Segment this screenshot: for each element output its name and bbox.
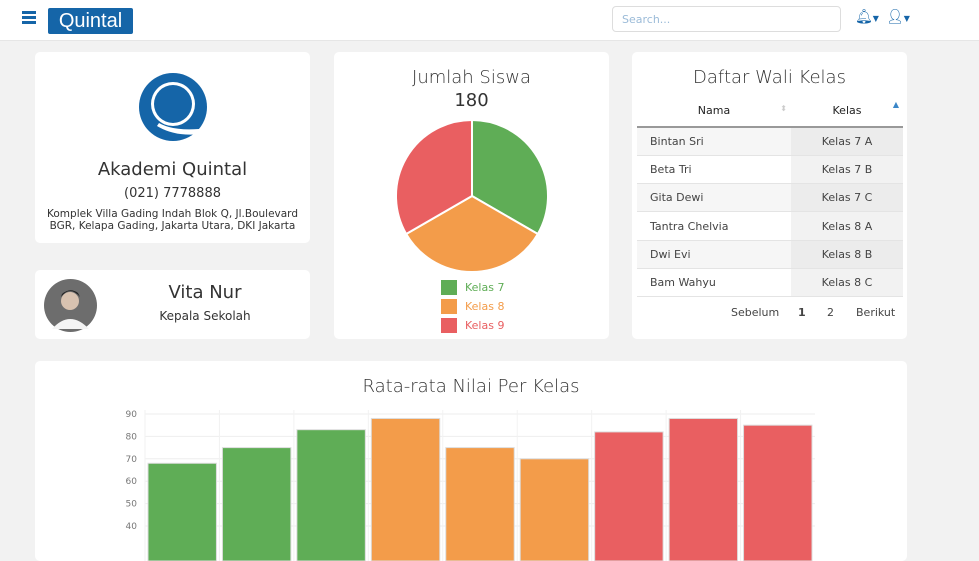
principal-role: Kepala Sekolah (159, 309, 251, 323)
column-label: Nama (697, 104, 731, 117)
table-row[interactable]: Tantra Chelvia Kelas 8 A (637, 211, 903, 241)
legend-swatch (441, 280, 457, 295)
y-tick-label: 90 (126, 410, 138, 420)
sort-icon: ⬍ (780, 104, 787, 113)
bar-7[interactable] (594, 431, 664, 561)
column-label: Kelas (832, 104, 862, 117)
sort-asc-icon: ▲ (892, 100, 899, 109)
wali-kelas-table: Nama ⬍ Kelas ▲ Bintan Sri Kelas 7 A Beta Tri… (637, 95, 903, 298)
bell-icon[interactable]: 🔔︎▼ (855, 9, 879, 25)
bar-title: Rata-rata Nilai Per Kelas (362, 376, 580, 397)
legend-item[interactable]: Kelas 8 (441, 297, 504, 316)
address-line: Komplek Villa Gading Indah Blok Q, Jl.Bo… (47, 208, 298, 220)
avatar (44, 279, 97, 332)
cell-kelas: Kelas 7 C (791, 183, 903, 213)
cell-kelas: Kelas 8 C (791, 268, 903, 298)
pie-slice-3[interactable] (395, 119, 473, 236)
table-title: Daftar Wali Kelas (693, 67, 846, 88)
cell-kelas: Kelas 7 A (791, 127, 903, 156)
cell-kelas: Kelas 7 B (791, 155, 903, 185)
y-tick-label: 80 (126, 432, 138, 442)
student-count-card: Jumlah Siswa 180 Kelas 7 Kelas 8 Kelas 9 (334, 52, 609, 339)
user-icon[interactable]: 👤︎▼ (886, 9, 910, 25)
bar-3[interactable] (296, 429, 366, 561)
pie-total: 180 (454, 90, 489, 111)
cell-nama: Tantra Chelvia (637, 211, 791, 241)
legend-item[interactable]: Kelas 9 (441, 316, 504, 335)
bar-1[interactable] (147, 462, 217, 561)
y-tick-label: 70 (126, 455, 138, 465)
bar-2[interactable] (221, 447, 292, 561)
principal-card: Vita Nur Kepala Sekolah (35, 270, 310, 339)
cell-nama: Bam Wahyu (637, 268, 791, 298)
school-card: Akademi Quintal (021) 7778888 Komplek Vi… (35, 52, 310, 243)
y-tick-label: 40 (126, 522, 138, 532)
school-address: Komplek Villa Gading Indah Blok Q, Jl.Bo… (35, 208, 310, 232)
cell-nama: Beta Tri (637, 155, 791, 185)
y-tick-label: 50 (126, 500, 138, 510)
bar-5[interactable] (445, 447, 515, 561)
cell-nama: Dwi Evi (637, 240, 791, 269)
school-phone: (021) 7778888 (124, 186, 221, 201)
column-header-kelas[interactable]: Kelas ▲ (791, 95, 903, 128)
school-name: Akademi Quintal (97, 159, 248, 180)
table-row[interactable]: Bam Wahyu Kelas 8 C (637, 268, 903, 298)
legend-label: Kelas 8 (465, 300, 505, 313)
table-row[interactable]: Bintan Sri Kelas 7 A (637, 127, 903, 156)
pie-chart (395, 119, 549, 273)
pagination-prev[interactable]: Sebelum (731, 306, 780, 319)
pie-legend: Kelas 7 Kelas 8 Kelas 9 (441, 278, 504, 335)
bar-6[interactable] (519, 458, 590, 561)
pie-slice-1[interactable] (471, 119, 549, 236)
table-row[interactable]: Beta Tri Kelas 7 B (637, 155, 903, 185)
pagination-page-2[interactable]: 2 (827, 306, 834, 319)
cell-nama: Bintan Sri (637, 127, 791, 156)
legend-label: Kelas 9 (465, 319, 505, 332)
table-row[interactable]: Gita Dewi Kelas 7 C (637, 183, 903, 213)
legend-swatch (441, 299, 457, 314)
column-header-nama[interactable]: Nama ⬍ (637, 95, 791, 128)
legend-swatch (441, 318, 457, 333)
pagination-page-1[interactable]: 1 (798, 306, 806, 319)
bar-8[interactable] (668, 417, 739, 561)
table-row[interactable]: Dwi Evi Kelas 8 B (637, 240, 903, 269)
menu-icon[interactable] (22, 11, 36, 25)
cell-kelas: Kelas 8 A (791, 211, 903, 241)
bar-4[interactable] (370, 417, 441, 561)
wali-kelas-card: Daftar Wali Kelas Nama ⬍ Kelas ▲ Bintan Sr… (632, 52, 907, 339)
bar-chart: 90 80 70 60 50 40 (126, 410, 815, 561)
cell-kelas: Kelas 8 B (791, 240, 903, 269)
cell-nama: Gita Dewi (637, 183, 791, 213)
school-logo (139, 73, 207, 141)
brand-logo[interactable]: Quintal (48, 8, 133, 34)
bar-9[interactable] (743, 424, 813, 561)
legend-item[interactable]: Kelas 7 (441, 278, 504, 297)
search-input[interactable] (612, 6, 841, 32)
pie-title: Jumlah Siswa (412, 67, 531, 88)
principal-name: Vita Nur (168, 282, 242, 303)
legend-label: Kelas 7 (465, 281, 505, 294)
pagination-next[interactable]: Berikut (856, 306, 896, 319)
y-tick-label: 60 (126, 477, 138, 487)
navbar: Quintal 🔔︎▼ 👤︎▼ (0, 0, 979, 41)
average-score-card: Rata-rata Nilai Per Kelas 90 80 70 60 50 40 (35, 361, 907, 561)
address-line: BGR, Kelapa Gading, Jakarta Utara, DKI J… (49, 220, 296, 232)
